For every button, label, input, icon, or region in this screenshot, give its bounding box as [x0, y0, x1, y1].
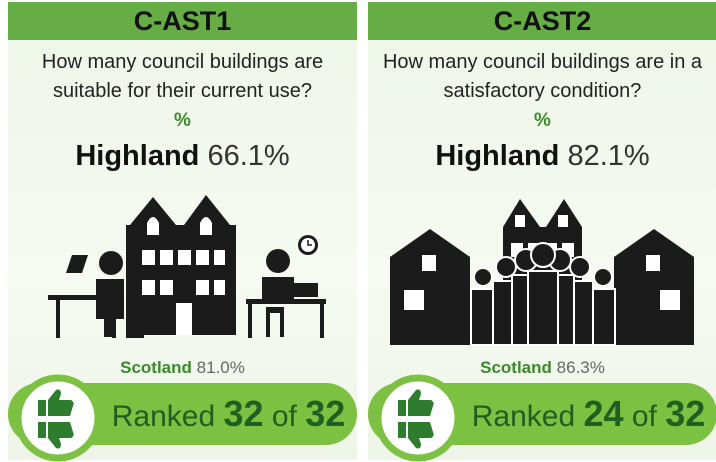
comparison-value: 81.0% — [197, 358, 245, 377]
area-line: Highland 82.1% — [368, 140, 716, 173]
question: How many council buildings are in a sati… — [376, 48, 709, 106]
page: C-AST1 How many council buildings are sui… — [0, 0, 716, 462]
card-code: C-AST1 — [8, 2, 357, 40]
rank-total: 32 — [665, 393, 705, 434]
rank-label: Ranked — [472, 400, 575, 433]
rank-of: of — [632, 400, 657, 433]
area-value: 82.1% — [567, 140, 649, 172]
rank-total: 32 — [305, 393, 345, 434]
thumbs-icon — [14, 374, 102, 462]
rank: 32 — [223, 393, 263, 434]
rank: 24 — [583, 393, 623, 434]
comparison-name: Scotland — [120, 358, 192, 377]
question: How many council buildings are suitable … — [16, 48, 349, 106]
card-code: C-AST2 — [368, 2, 716, 40]
comparison-name: Scotland — [480, 358, 552, 377]
rank-of: of — [272, 400, 297, 433]
unit: % — [368, 110, 716, 132]
card: C-AST1 How many council buildings are sui… — [8, 2, 357, 460]
thumbs-icon — [374, 374, 462, 462]
area-value: 66.1% — [207, 140, 289, 172]
illustration-wrap — [368, 185, 716, 355]
card: C-AST2 How many council buildings are in … — [368, 2, 716, 460]
illustration — [368, 185, 716, 350]
rank-line: Ranked 32 of 32 — [108, 383, 349, 445]
area-name: Highland — [75, 140, 199, 172]
illustration-wrap — [8, 185, 357, 355]
rank-label: Ranked — [112, 400, 215, 433]
area-name: Highland — [435, 140, 559, 172]
unit: % — [8, 110, 357, 132]
comparison-value: 86.3% — [557, 358, 605, 377]
illustration — [8, 185, 357, 350]
area-line: Highland 66.1% — [8, 140, 357, 173]
rank-line: Ranked 24 of 32 — [468, 383, 709, 445]
